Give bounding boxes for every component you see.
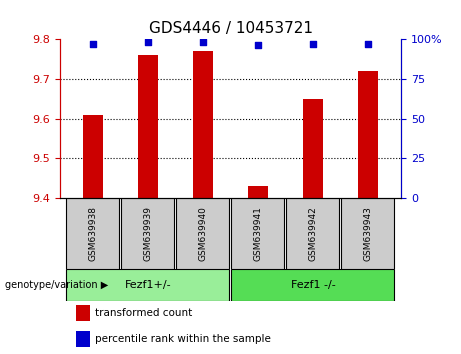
Bar (66, 269, 230, 301)
Text: percentile rank within the sample: percentile rank within the sample (95, 333, 271, 344)
Bar (121, 198, 174, 269)
Title: GDS4446 / 10453721: GDS4446 / 10453721 (148, 21, 313, 36)
Point (144, 39, 152, 45)
Bar (231, 198, 284, 269)
Bar (66, 198, 119, 269)
Point (364, 41, 372, 46)
Bar (359, 71, 378, 198)
Bar (303, 99, 323, 198)
Text: GSM639938: GSM639938 (89, 206, 97, 261)
Bar (76, 331, 90, 347)
Point (254, 42, 262, 48)
Point (309, 41, 317, 46)
Text: Fezf1+/-: Fezf1+/- (124, 280, 171, 290)
Bar (248, 186, 268, 198)
Bar (176, 198, 230, 269)
Bar (193, 51, 213, 198)
Text: GSM639940: GSM639940 (199, 206, 207, 261)
Bar (83, 115, 103, 198)
Text: GSM639939: GSM639939 (143, 206, 153, 261)
Point (89, 41, 97, 46)
Bar (286, 198, 339, 269)
Text: GSM639941: GSM639941 (254, 206, 262, 261)
Bar (138, 55, 158, 198)
Text: transformed count: transformed count (95, 308, 192, 318)
Text: Fezf1 -/-: Fezf1 -/- (290, 280, 336, 290)
Point (199, 39, 207, 45)
Text: GSM639942: GSM639942 (308, 206, 318, 261)
Text: genotype/variation ▶: genotype/variation ▶ (5, 280, 108, 290)
Bar (76, 305, 90, 321)
Bar (231, 269, 395, 301)
Bar (341, 198, 395, 269)
Text: GSM639943: GSM639943 (364, 206, 372, 261)
